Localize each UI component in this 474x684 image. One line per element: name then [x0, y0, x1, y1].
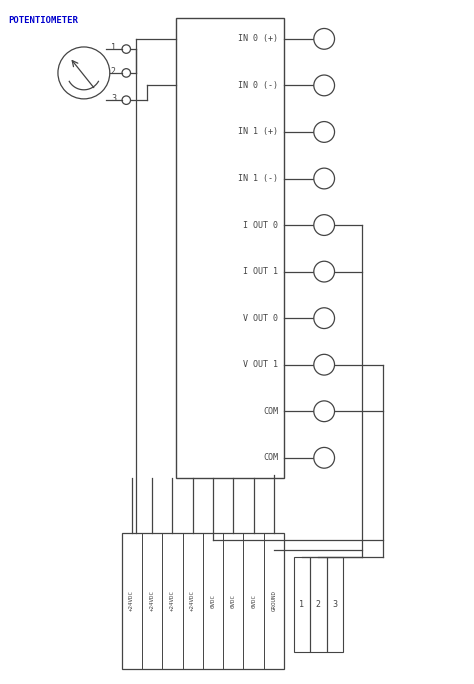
Ellipse shape	[314, 261, 335, 282]
Text: 0VDC: 0VDC	[210, 594, 216, 608]
Text: IN 1 (-): IN 1 (-)	[238, 174, 278, 183]
Text: 0VDC: 0VDC	[231, 594, 236, 608]
Text: V OUT 0: V OUT 0	[244, 314, 278, 323]
Bar	[176, 18, 284, 478]
Bar	[293, 557, 310, 652]
Text: 2: 2	[316, 600, 321, 609]
Bar	[121, 533, 284, 669]
Text: IN 0 (+): IN 0 (+)	[238, 34, 278, 43]
Ellipse shape	[314, 308, 335, 328]
Text: +24VDC: +24VDC	[190, 590, 195, 611]
Text: 1: 1	[299, 600, 304, 609]
Text: IN 1 (+): IN 1 (+)	[238, 127, 278, 136]
Text: I OUT 1: I OUT 1	[244, 267, 278, 276]
Text: +24VDC: +24VDC	[170, 590, 175, 611]
Ellipse shape	[314, 29, 335, 49]
Ellipse shape	[314, 354, 335, 375]
Text: I OUT 0: I OUT 0	[244, 220, 278, 230]
Text: COM: COM	[264, 453, 278, 462]
Ellipse shape	[314, 122, 335, 142]
Text: 2: 2	[111, 67, 116, 76]
Bar	[327, 557, 343, 652]
Text: COM: COM	[264, 407, 278, 416]
Text: +24VDC: +24VDC	[129, 590, 134, 611]
Ellipse shape	[314, 401, 335, 421]
Text: 1: 1	[111, 43, 116, 52]
Text: 3: 3	[332, 600, 337, 609]
Text: IN 0 (-): IN 0 (-)	[238, 81, 278, 90]
Text: +24VDC: +24VDC	[149, 590, 155, 611]
Text: 3: 3	[111, 94, 116, 103]
Text: V OUT 1: V OUT 1	[244, 360, 278, 369]
Bar	[310, 557, 327, 652]
Ellipse shape	[314, 215, 335, 235]
Ellipse shape	[314, 447, 335, 468]
Text: GROUND: GROUND	[272, 590, 276, 611]
Ellipse shape	[314, 168, 335, 189]
Text: 0VDC: 0VDC	[251, 594, 256, 608]
Text: POTENTIOMETER: POTENTIOMETER	[9, 16, 78, 25]
Ellipse shape	[314, 75, 335, 96]
